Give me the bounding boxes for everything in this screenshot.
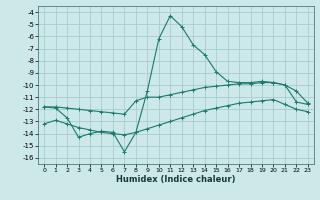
X-axis label: Humidex (Indice chaleur): Humidex (Indice chaleur) <box>116 175 236 184</box>
